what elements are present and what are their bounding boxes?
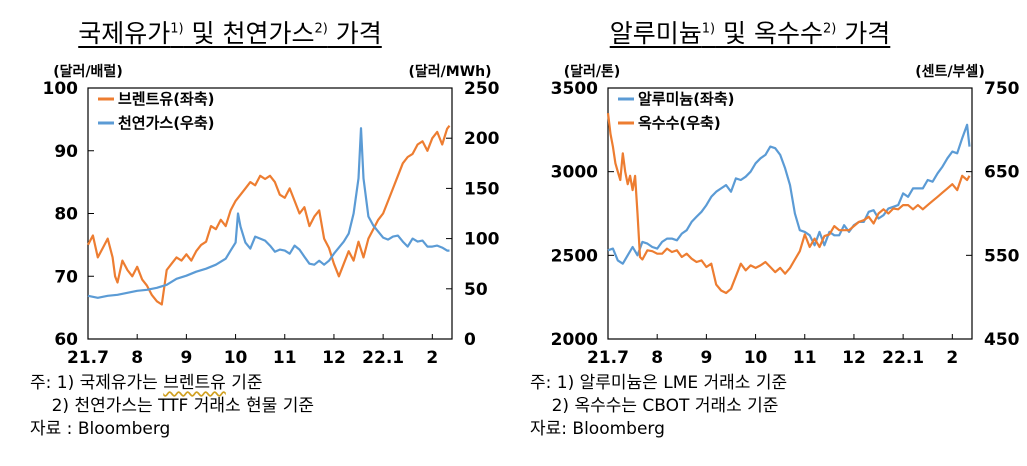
x-tick-label: 8: [131, 348, 143, 368]
left-tick-label: 80: [54, 205, 78, 225]
series-line-0: [87, 125, 451, 306]
legend-label: 천연가스(우축): [118, 114, 215, 132]
aluminum-corn-chart: (달러/톤) (센트/부셀) 2000 2500 3000 3500 450 550 650 75…: [551, 64, 1020, 368]
x-tick-label: 8: [651, 348, 663, 368]
note-1: 주: 1) 알루미늄은 LME 거래소 기준: [530, 373, 788, 393]
x-tick-label: 12: [842, 348, 866, 368]
source-note: 자료 : Bloomberg: [30, 419, 171, 439]
note-2: 2) 천연가스는 TTF 거래소 현물 기준: [30, 396, 315, 416]
x-tick-label: 22.1: [362, 348, 404, 368]
oil-gas-chart: (달러/배럴) (달러/MWh) 60 70 80 90 100 0 50 100 150 200 25…: [43, 64, 500, 368]
left-axis-unit: (달러/톤): [564, 64, 621, 80]
x-tick-label: 9: [180, 348, 192, 368]
series-line-0: [607, 123, 971, 265]
x-tick-label: 10: [224, 348, 248, 368]
plot-frame: [607, 87, 973, 340]
x-tick-label: 12: [322, 348, 346, 368]
left-tick-label: 60: [54, 330, 78, 350]
chart-title: 국제유가1) 및 천연가스2) 가격: [78, 19, 382, 48]
left-tick-label: 3000: [551, 163, 598, 183]
right-tick-label: 0: [464, 330, 476, 350]
x-tick-label: 9: [700, 348, 712, 368]
left-axis-unit: (달러/배럴): [53, 64, 122, 80]
series-line-1: [606, 112, 971, 295]
x-tick-label: 10: [744, 348, 768, 368]
x-tick-label: 2: [946, 348, 958, 368]
legend-label: 알루미늄(좌축): [638, 90, 735, 108]
chart-notes: 주: 1) 국제유가는 브렌트유 기준 2) 천연가스는 TTF 거래소 현물 …: [30, 372, 314, 441]
right-axis-unit: (달러/MWh): [408, 64, 491, 80]
series-line-1: [87, 127, 450, 299]
left-tick-label: 100: [43, 79, 79, 99]
note-1: 주: 1) 국제유가는 브렌트유 기준: [30, 373, 263, 393]
x-tick-label: 21.7: [587, 348, 629, 368]
right-tick-label: 50: [464, 280, 488, 300]
right-tick-label: 250: [464, 79, 500, 99]
panel-aluminum-corn: 알루미늄1) 및 옥수수2) 가격 (달러/톤) (센트/부셀) 2000 2500 3…: [520, 0, 1020, 466]
chart-title: 알루미늄1) 및 옥수수2) 가격: [609, 19, 891, 48]
right-tick-label: 200: [464, 129, 500, 149]
note-2: 2) 옥수수는 CBOT 거래소 기준: [530, 396, 779, 416]
x-tick-label: 2: [426, 348, 438, 368]
right-tick-label: 100: [464, 230, 500, 250]
legend-label: 옥수수(우축): [638, 114, 721, 132]
right-tick-label: 650: [984, 163, 1020, 183]
x-tick-label: 22.1: [882, 348, 924, 368]
right-tick-label: 550: [984, 246, 1020, 266]
left-tick-label: 90: [54, 142, 78, 162]
right-tick-label: 450: [984, 330, 1020, 350]
right-tick-label: 150: [464, 179, 500, 199]
left-tick-label: 70: [54, 267, 78, 287]
x-tick-label: 21.7: [67, 348, 109, 368]
panel-oil-gas: 국제유가1) 및 천연가스2) 가격 (달러/배럴) (달러/MWh) 60 70 80…: [0, 0, 500, 466]
source-note: 자료: Bloomberg: [530, 419, 665, 439]
left-tick-label: 3500: [551, 79, 598, 99]
right-tick-label: 750: [984, 79, 1020, 99]
x-tick-label: 11: [273, 348, 297, 368]
right-axis-unit: (센트/부셀): [915, 64, 984, 80]
x-tick-label: 11: [793, 348, 817, 368]
left-tick-label: 2500: [551, 246, 598, 266]
left-tick-label: 2000: [551, 330, 598, 350]
legend-label: 브렌트유(좌축): [118, 90, 215, 108]
chart-notes: 주: 1) 알루미늄은 LME 거래소 기준 2) 옥수수는 CBOT 거래소 …: [530, 372, 787, 441]
